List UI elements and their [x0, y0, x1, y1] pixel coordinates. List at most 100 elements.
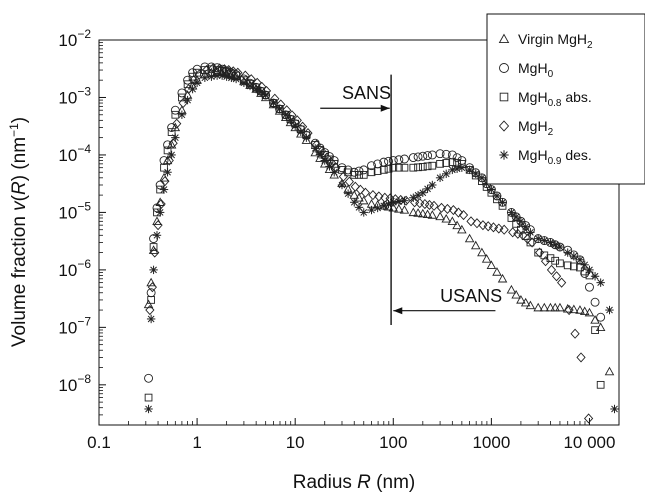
- point-asterisk: [159, 185, 169, 194]
- asterisk-stroke: [478, 174, 486, 182]
- point-diamond: [326, 157, 336, 168]
- point-diamond: [252, 77, 262, 88]
- point-diamond: [508, 227, 518, 238]
- asterisk-stroke: [547, 239, 554, 246]
- x-tick-label: 1000: [472, 433, 510, 452]
- annotations: SANS USANS: [320, 74, 502, 325]
- asterisk-stroke: [257, 88, 265, 96]
- y-tick-label: 10−6: [58, 257, 91, 280]
- point-square: [359, 171, 368, 179]
- y-tick-label: 10−4: [58, 142, 91, 165]
- asterisk-stroke: [252, 85, 260, 93]
- point-asterisk: [231, 74, 241, 84]
- point-diamond: [360, 187, 371, 198]
- asterisk-stroke: [424, 185, 431, 193]
- x-tick-label: 0.1: [87, 433, 111, 452]
- point-square: [596, 380, 605, 389]
- point-asterisk: [585, 265, 594, 275]
- y-axis-title: Volume fraction v(R) (nm−1): [7, 117, 30, 347]
- plot-frame: [98, 39, 620, 426]
- asterisk-stroke: [145, 405, 152, 413]
- x-tick-label: 10 000: [563, 433, 615, 452]
- point-diamond: [453, 207, 464, 218]
- point-square: [576, 263, 584, 272]
- point-triangle: [575, 305, 585, 314]
- point-square: [499, 92, 509, 102]
- series-diamond: [145, 63, 594, 424]
- asterisk-stroke: [201, 74, 209, 82]
- point-asterisk: [200, 73, 210, 82]
- point-asterisk: [269, 98, 278, 108]
- point-circle: [177, 88, 187, 98]
- point-asterisk: [183, 95, 192, 105]
- asterisk-stroke: [311, 145, 319, 152]
- asterisk-stroke: [276, 105, 283, 113]
- asterisk-stroke: [282, 111, 290, 119]
- point-diamond: [499, 224, 509, 235]
- point-square: [436, 159, 444, 168]
- point-diamond: [494, 223, 504, 234]
- point-square: [188, 72, 197, 81]
- point-diamond: [546, 264, 557, 275]
- legend-entry: MgH0.9 des.: [499, 147, 592, 167]
- legend-label: Virgin MgH2: [518, 31, 593, 51]
- point-triangle: [354, 192, 364, 202]
- asterisk-stroke: [355, 203, 363, 211]
- point-diamond: [527, 237, 537, 248]
- asterisk-stroke: [287, 116, 294, 124]
- point-diamond: [145, 304, 155, 316]
- point-square: [395, 163, 403, 172]
- asterisk-stroke: [321, 157, 329, 164]
- point-circle: [580, 269, 590, 278]
- point-square: [389, 163, 398, 172]
- point-square: [379, 166, 388, 174]
- point-triangle: [550, 302, 560, 312]
- point-diamond: [153, 220, 163, 231]
- legend-label: MgH0.9 des.: [518, 147, 592, 167]
- asterisk-stroke: [597, 279, 605, 287]
- point-diamond: [156, 198, 166, 210]
- asterisk-stroke: [487, 186, 495, 193]
- point-diamond: [518, 230, 528, 241]
- point-asterisk: [373, 203, 382, 213]
- point-square: [428, 161, 437, 170]
- point-asterisk: [563, 248, 572, 257]
- point-triangle: [539, 302, 550, 312]
- point-diamond: [436, 202, 447, 213]
- point-triangle: [413, 208, 423, 217]
- point-square: [556, 259, 564, 268]
- point-asterisk: [302, 133, 311, 142]
- asterisk-stroke: [453, 165, 461, 173]
- point-square: [344, 168, 352, 177]
- point-square: [569, 262, 578, 271]
- asterisk-stroke: [171, 134, 179, 142]
- point-diamond: [194, 69, 204, 80]
- point-diamond: [344, 176, 354, 187]
- point-triangle: [408, 207, 419, 217]
- point-triangle: [464, 233, 475, 243]
- point-circle: [149, 234, 159, 244]
- asterisk-stroke: [419, 189, 427, 197]
- annotation-label: SANS: [342, 83, 391, 103]
- point-asterisk: [286, 116, 295, 125]
- point-diamond: [540, 256, 551, 267]
- point-diamond: [298, 121, 308, 132]
- point-circle: [435, 149, 445, 159]
- point-triangle: [166, 139, 177, 149]
- asterisk-stroke: [232, 75, 240, 83]
- asterisk-stroke: [517, 217, 525, 225]
- point-square: [409, 163, 418, 172]
- point-asterisk: [167, 150, 176, 160]
- point-diamond: [522, 233, 533, 244]
- asterisk-stroke: [448, 166, 456, 174]
- point-triangle: [506, 284, 517, 294]
- asterisk-stroke: [153, 231, 161, 239]
- point-asterisk: [526, 228, 535, 237]
- point-asterisk: [359, 208, 368, 217]
- point-diamond: [570, 328, 580, 339]
- y-tick-label: 10−7: [58, 314, 91, 337]
- point-asterisk: [367, 205, 376, 215]
- point-asterisk: [207, 72, 216, 81]
- y-axis: 10−2 10−3 10−4 10−5 10−6 10−7 10−8: [58, 27, 106, 416]
- point-asterisk: [311, 144, 320, 153]
